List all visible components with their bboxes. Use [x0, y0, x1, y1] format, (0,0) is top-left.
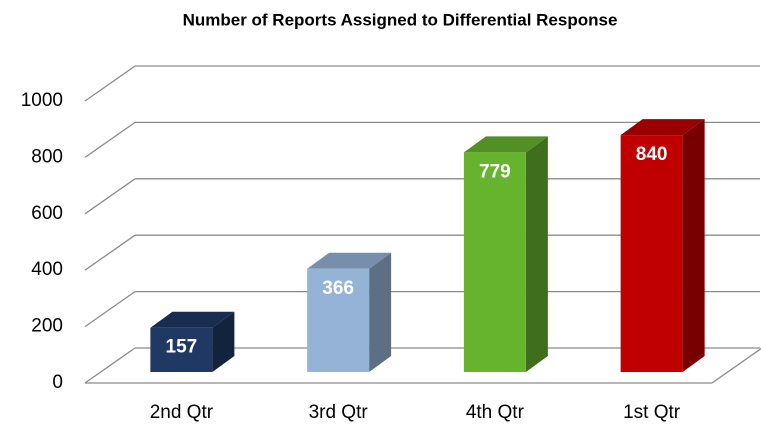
x-tick-label: 3rd Qtr — [309, 402, 369, 423]
bar-top — [620, 119, 705, 136]
bar — [620, 135, 683, 372]
grid-line — [84, 121, 136, 158]
bar — [463, 152, 526, 372]
bar-side — [525, 136, 548, 372]
bar-side — [369, 252, 392, 372]
y-tick-label: 600 — [31, 203, 63, 224]
y-tick-label: 1000 — [21, 90, 63, 111]
grid-line — [84, 178, 136, 215]
y-tick-label: 200 — [31, 316, 63, 337]
grid-line — [84, 65, 136, 102]
value-label: 366 — [322, 278, 354, 299]
x-tick-label: 4th Qtr — [466, 402, 525, 423]
chart-title: Number of Reports Assigned to Differenti… — [183, 10, 618, 29]
grid-line — [84, 234, 136, 271]
y-tick-label: 800 — [31, 146, 63, 167]
grid-line — [84, 347, 136, 384]
value-label: 840 — [636, 144, 668, 165]
bar-top — [463, 136, 548, 153]
y-tick-label: 0 — [52, 372, 63, 393]
y-tick-label: 400 — [31, 259, 63, 280]
bar — [150, 327, 213, 372]
x-tick-label: 2nd Qtr — [150, 402, 214, 423]
bar-top — [307, 252, 392, 269]
bar-top — [150, 311, 235, 328]
grid-line — [84, 291, 136, 328]
x-tick-label: 1st Qtr — [623, 402, 681, 423]
bar — [307, 268, 370, 372]
bar-side — [682, 119, 705, 373]
value-label: 779 — [479, 161, 511, 182]
bar-side — [212, 311, 235, 372]
value-label: 157 — [166, 337, 198, 358]
floor-edge — [711, 347, 761, 384]
